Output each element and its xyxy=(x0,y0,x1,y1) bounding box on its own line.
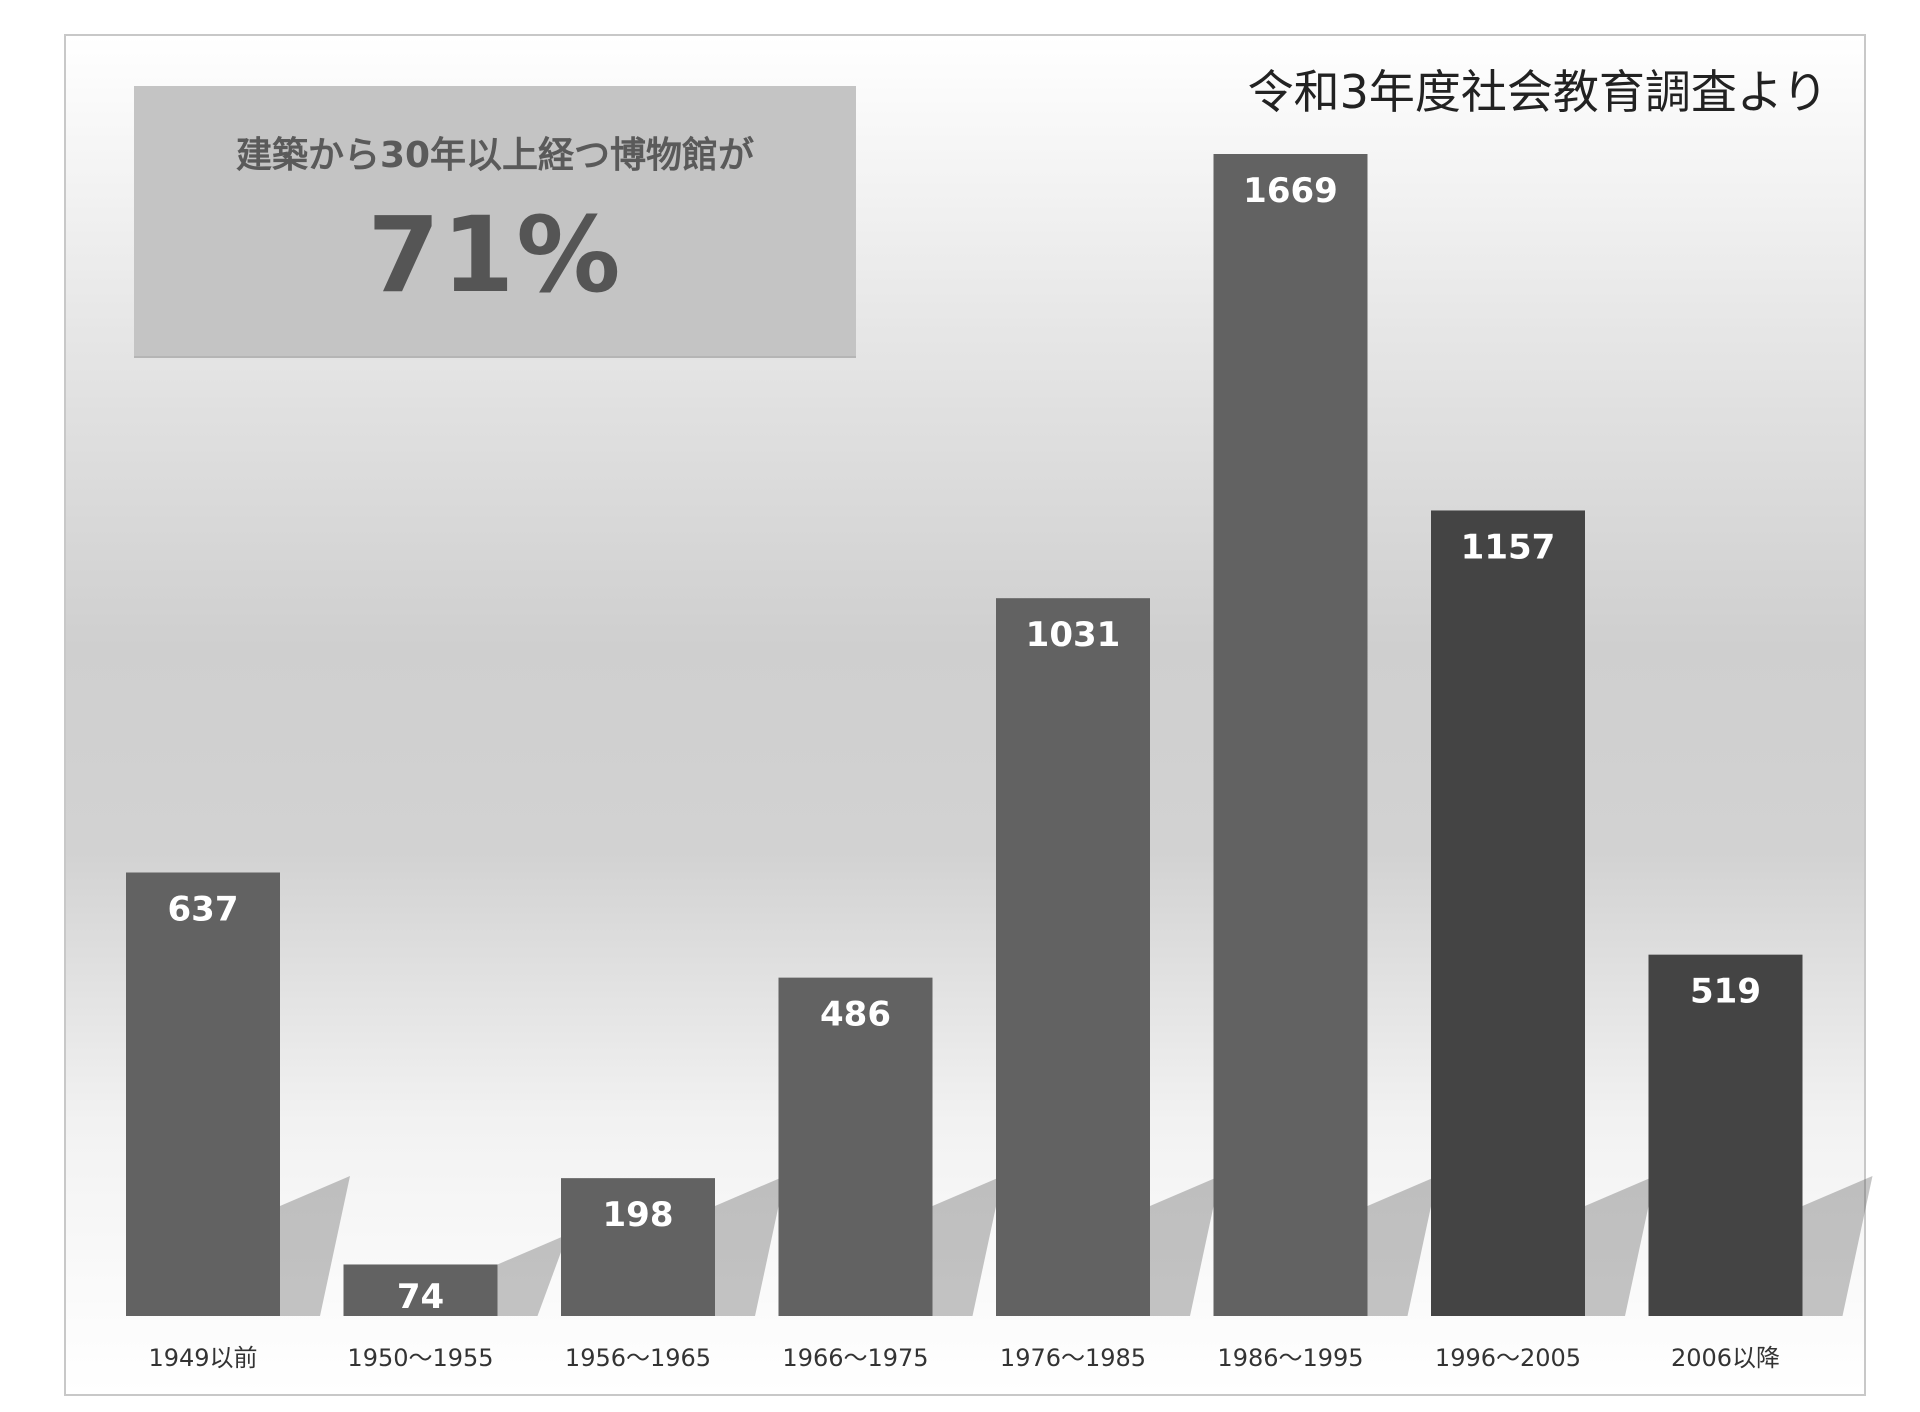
category-label: 1966～1975 xyxy=(782,1344,928,1372)
bar-value-label: 486 xyxy=(820,995,891,1035)
bar-shadow xyxy=(932,1176,1003,1316)
category-label: 1976～1985 xyxy=(1000,1344,1146,1372)
bar xyxy=(126,872,280,1316)
bar-shadow xyxy=(1802,1176,1873,1316)
bar xyxy=(778,977,933,1316)
callout-box: 建築から30年以上経つ博物館が 71% xyxy=(134,86,856,356)
callout-value: 71% xyxy=(367,194,623,316)
bar-shadow xyxy=(1150,1176,1220,1316)
category-label: 2006以降 xyxy=(1671,1344,1780,1372)
bar xyxy=(1648,954,1803,1316)
bar-value-label: 74 xyxy=(397,1277,444,1317)
callout-text: 建築から30年以上経つ博物館が xyxy=(235,135,755,176)
category-label: 1956～1965 xyxy=(565,1344,711,1372)
bar xyxy=(561,1178,715,1316)
category-label: 1949以前 xyxy=(148,1344,257,1372)
bar-shadow xyxy=(1367,1176,1438,1316)
bar-value-label: 637 xyxy=(168,890,239,930)
bar-shadow xyxy=(280,1176,350,1316)
bar-value-label: 198 xyxy=(603,1195,674,1235)
bar-value-label: 1031 xyxy=(1026,615,1121,655)
category-label: 1950～1955 xyxy=(347,1344,493,1372)
bar-shadow xyxy=(715,1176,785,1316)
category-label: 1996～2005 xyxy=(1435,1344,1581,1372)
bar-shadow xyxy=(497,1234,568,1316)
bar-value-label: 1157 xyxy=(1461,527,1556,567)
bar-value-label: 1669 xyxy=(1243,171,1338,211)
category-label: 1986～1995 xyxy=(1217,1344,1363,1372)
bar-shadow xyxy=(1585,1176,1655,1316)
bar xyxy=(343,1264,498,1316)
bar xyxy=(1213,154,1368,1316)
source-note: 令和3年度社会教育調査より xyxy=(1247,65,1828,119)
bar xyxy=(996,598,1150,1316)
bar xyxy=(1431,510,1585,1316)
bar-value-label: 519 xyxy=(1690,972,1761,1012)
